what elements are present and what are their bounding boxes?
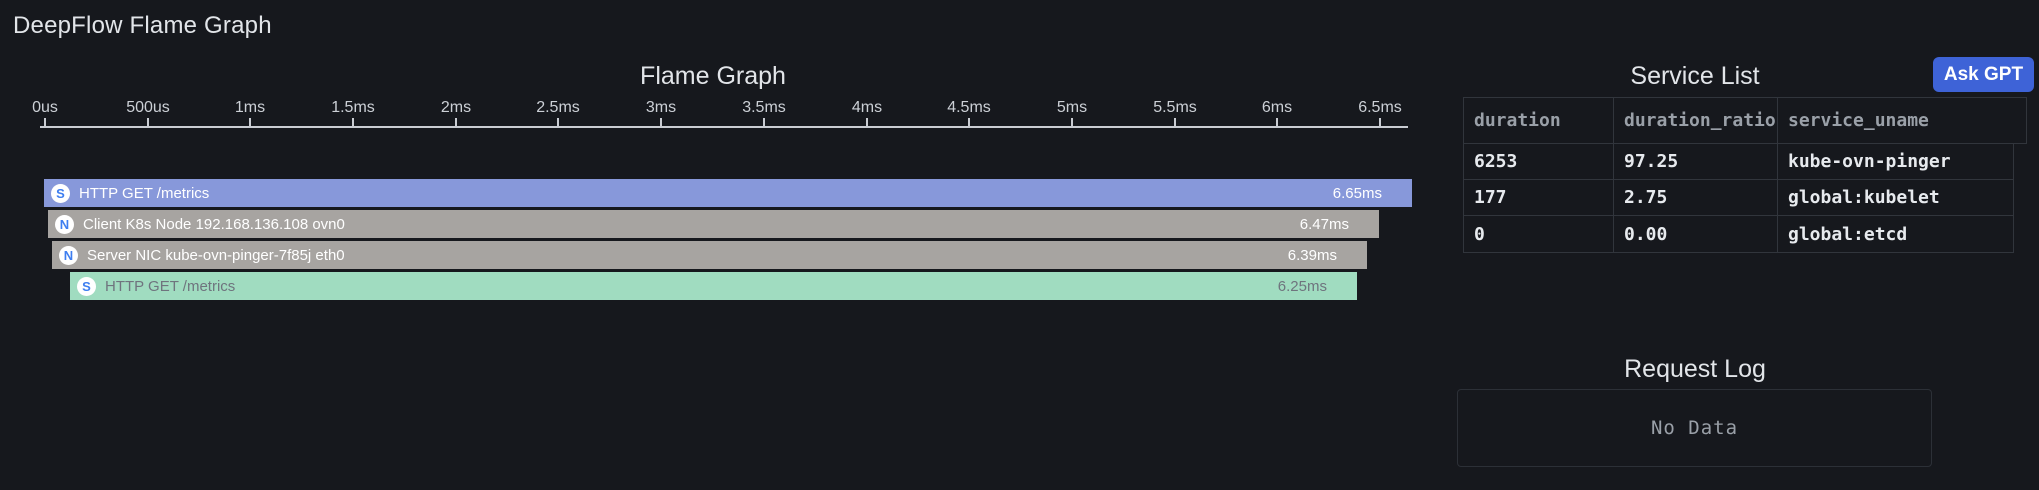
request-log-empty-panel: No Data xyxy=(1457,389,1932,467)
duration-ratio-cell: 2.75 xyxy=(1614,180,1778,215)
axis-baseline xyxy=(40,126,1408,128)
flame-bar-label: Server NIC kube-ovn-pinger-7f85j eth0 xyxy=(87,246,345,264)
flame-bar-label: HTTP GET /metrics xyxy=(105,277,236,295)
axis-tick-label: 4ms xyxy=(851,99,883,116)
ask-gpt-button[interactable]: Ask GPT xyxy=(1933,57,2034,92)
axis-tick-label: 5ms xyxy=(1056,99,1088,116)
axis-tick-label: 3.5ms xyxy=(742,99,786,116)
span-type-s-icon: S xyxy=(51,183,70,203)
axis-tick-mark xyxy=(1174,118,1176,126)
service-uname-cell: kube-ovn-pinger xyxy=(1788,151,1951,172)
flame-bar-client-k8s-node[interactable]: N Client K8s Node 192.168.136.108 ovn0 6… xyxy=(48,210,1379,238)
request-log-title: Request Log xyxy=(1624,355,1766,383)
flame-graph-title: Flame Graph xyxy=(640,62,786,90)
page-title: DeepFlow Flame Graph xyxy=(13,12,272,39)
column-header-service-uname: service_uname xyxy=(1788,110,1929,131)
flame-bar-http-get-metrics-client[interactable]: S HTTP GET /metrics 6.65ms xyxy=(44,179,1412,207)
axis-tick-label: 2.5ms xyxy=(536,99,580,116)
axis-tick-label: 4.5ms xyxy=(947,99,991,116)
axis-tick-mark xyxy=(1071,118,1073,126)
duration-ratio-cell: 0.00 xyxy=(1614,216,1778,252)
axis-tick-label: 0us xyxy=(32,99,58,116)
service-list-title: Service List xyxy=(1630,62,1760,90)
service-uname-cell: global:etcd xyxy=(1788,223,1908,245)
table-row[interactable]: 177 2.75 global:kubelet xyxy=(1464,180,2013,216)
duration-ratio-cell: 97.25 xyxy=(1614,144,1778,179)
axis-tick-mark xyxy=(1379,118,1381,126)
column-header-duration-ratio: duration_ratio xyxy=(1614,98,1778,143)
axis-tick-label: 1ms xyxy=(234,99,266,116)
table-row[interactable]: 0 0.00 global:etcd xyxy=(1464,216,2013,252)
axis-tick-label: 3ms xyxy=(645,99,677,116)
flame-bar-duration: 6.65ms xyxy=(1332,184,1382,202)
service-list-table-header: duration duration_ratio service_uname xyxy=(1463,97,2027,144)
axis-tick-mark xyxy=(147,118,149,126)
axis-tick-mark xyxy=(866,118,868,126)
flame-bar-label: HTTP GET /metrics xyxy=(79,184,210,202)
service-uname-cell: global:kubelet xyxy=(1788,187,1940,208)
axis-tick-mark xyxy=(44,118,46,126)
duration-cell: 177 xyxy=(1464,180,1614,215)
axis-tick-mark xyxy=(455,118,457,126)
flame-bar-duration: 6.47ms xyxy=(1299,215,1349,233)
axis-tick-label: 500us xyxy=(126,99,170,116)
axis-tick-mark xyxy=(968,118,970,126)
flame-bar-http-get-metrics-server[interactable]: S HTTP GET /metrics 6.25ms xyxy=(70,272,1357,300)
axis-tick-mark xyxy=(763,118,765,126)
axis-tick-label: 5.5ms xyxy=(1153,99,1197,116)
service-list-table-body: 6253 97.25 kube-ovn-pinger 177 2.75 glob… xyxy=(1463,144,2014,253)
span-type-s-icon: S xyxy=(77,276,96,296)
axis-tick-mark xyxy=(660,118,662,126)
duration-cell: 0 xyxy=(1464,216,1614,252)
network-type-n-icon: N xyxy=(55,214,74,234)
flame-bar-duration: 6.25ms xyxy=(1277,277,1327,295)
flame-bar-server-nic[interactable]: N Server NIC kube-ovn-pinger-7f85j eth0 … xyxy=(52,241,1367,269)
axis-tick-mark xyxy=(249,118,251,126)
network-type-n-icon: N xyxy=(59,245,78,265)
axis-tick-mark xyxy=(352,118,354,126)
axis-tick-label: 6.5ms xyxy=(1358,99,1402,116)
axis-tick-mark xyxy=(557,118,559,126)
axis-tick-label: 6ms xyxy=(1261,99,1293,116)
no-data-text: No Data xyxy=(1650,417,1739,439)
flame-bar-label: Client K8s Node 192.168.136.108 ovn0 xyxy=(83,215,345,233)
axis-tick-label: 1.5ms xyxy=(331,99,375,116)
duration-cell: 6253 xyxy=(1464,144,1614,179)
table-row[interactable]: 6253 97.25 kube-ovn-pinger xyxy=(1464,144,2013,180)
axis-tick-label: 2ms xyxy=(440,99,472,116)
axis-tick-mark xyxy=(1276,118,1278,126)
column-header-duration: duration xyxy=(1464,98,1614,143)
flame-bar-duration: 6.39ms xyxy=(1287,246,1337,264)
